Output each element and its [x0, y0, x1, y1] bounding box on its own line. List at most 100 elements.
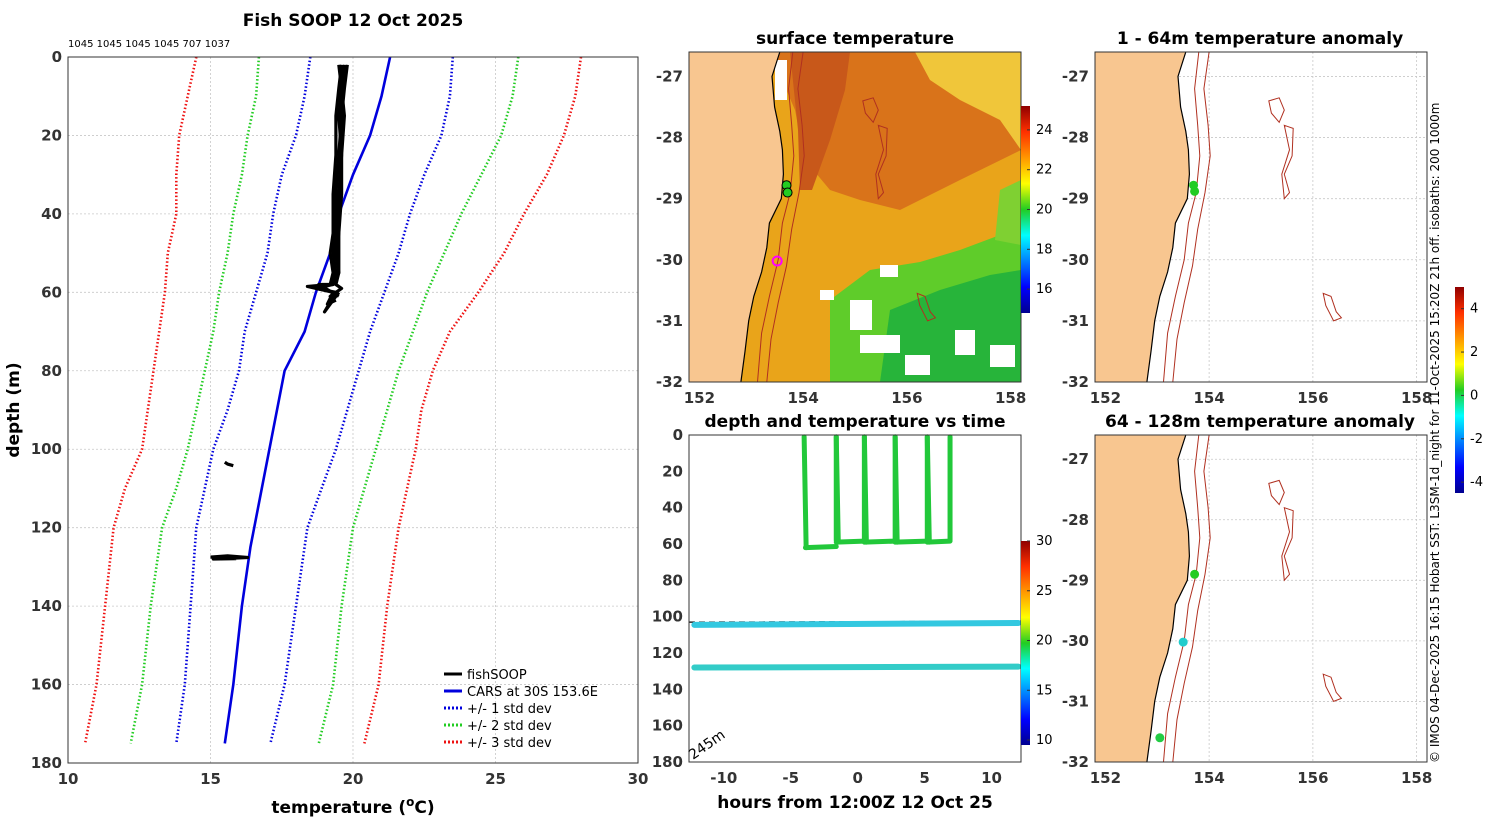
profile-x-tick-label: 20	[343, 770, 364, 788]
sst-coastline	[740, 51, 785, 383]
anom2-seamount-contour	[1268, 479, 1285, 506]
anom1-isobath-1000m	[1172, 52, 1211, 382]
sst-seamount-contour	[862, 97, 879, 124]
timeseries-axes-frame	[688, 434, 1022, 763]
anom2-station-marker	[1190, 569, 1200, 579]
sst-colorbar-tick-label: 20	[1036, 203, 1053, 218]
anom1-y-tick-label: -30	[1062, 251, 1089, 269]
sst-station-marker	[782, 187, 793, 198]
profile-series-line	[317, 64, 346, 298]
anom2-y-tick-label: -32	[1062, 753, 1089, 771]
timeseries-colorbar-ticks: 30 25 20 15 10	[1027, 534, 1053, 748]
timeseries-y-tick-label: 0	[673, 426, 683, 444]
profile-y-tick-label: 80	[41, 362, 62, 380]
anom1-x-tick-label: 152	[1090, 389, 1121, 407]
sst-y-tick-label: -31	[656, 312, 683, 330]
timeseries-y-tick-label: 180	[652, 753, 683, 771]
sst-isobath-200m	[757, 51, 795, 383]
anom1-x-tick-label: 156	[1297, 389, 1328, 407]
anomaly-colorbar-tick-label: 0	[1470, 388, 1478, 403]
timeseries-colorbar-tick-label: 25	[1036, 584, 1053, 599]
timeseries-cast-bottom	[802, 544, 839, 551]
profile-axes-frame	[67, 56, 639, 764]
sst-colorbar-tick-label: 16	[1036, 282, 1053, 297]
sst-land	[689, 51, 937, 383]
profile-legend: fishSOOP CARS at 30S 153.6E +/- 1 std de…	[444, 668, 598, 751]
sst-seamount-contour	[875, 124, 888, 200]
timeseries-y-tick-label: 160	[652, 717, 683, 735]
anom2-land-fill	[1095, 435, 1190, 762]
timeseries-y-tick-label: 20	[662, 462, 683, 480]
profile-y-tick-label: 0	[52, 48, 62, 66]
sst-ticks: 152 154 156 158 -27 -28 -29 -30 -31 -32	[656, 67, 1026, 407]
sst-y-tick-label: -28	[656, 129, 683, 147]
sst-cloud	[850, 300, 872, 330]
anom2-title: 64 - 128m temperature anomaly	[1105, 412, 1415, 432]
sst-colorbar-tick-label: 22	[1036, 163, 1053, 178]
anom1-station-marker	[1190, 186, 1200, 196]
anom1-seamount-contour	[1322, 292, 1343, 322]
timeseries-sensor-line	[691, 663, 1022, 671]
profile-series-line	[223, 56, 392, 744]
timeseries-sensor-line	[691, 620, 1022, 628]
anom2-x-tick-label: 156	[1297, 769, 1328, 787]
timeseries-cast-bottom	[861, 538, 898, 545]
anom1-seamount-contour	[1268, 97, 1285, 124]
sst-colorbar-tick-label: 18	[1036, 242, 1053, 257]
anom2-x-tick-label: 152	[1090, 769, 1121, 787]
anom1-y-tick-label: -28	[1062, 129, 1089, 147]
anom1-y-tick-label: -29	[1062, 190, 1089, 208]
anom1-x-tick-label: 154	[1193, 389, 1224, 407]
anom2-axes-frame	[1094, 434, 1428, 763]
sst-cool-core	[880, 270, 1021, 382]
anomaly-colorbar	[1455, 287, 1464, 493]
sst-y-tick-label: -32	[656, 373, 683, 391]
timeseries-colorbar-tick-label: 10	[1036, 733, 1053, 748]
timeseries-y-tick-label: 120	[652, 644, 683, 662]
sst-cloud	[775, 60, 787, 100]
profile-series-line	[129, 56, 261, 744]
anom1-y-tick-label: -32	[1062, 373, 1089, 391]
legend-item-fishsoop: fishSOOP	[467, 668, 527, 683]
profile-series-line	[317, 56, 520, 744]
anom2-x-tick-label: 158	[1401, 769, 1432, 787]
sst-y-tick-label: -27	[656, 67, 683, 85]
anom1-markers	[1189, 180, 1200, 196]
sst-x-tick-label: 158	[995, 389, 1026, 407]
profile-x-tick-label: 10	[58, 770, 79, 788]
profile-series-line	[363, 56, 583, 744]
anom2-seamount-contour	[1322, 673, 1343, 703]
anom2-markers	[1155, 569, 1200, 743]
anom1-seamount-contour	[1281, 124, 1294, 200]
legend-item-std1: +/- 1 std dev	[467, 702, 552, 717]
timeseries-cast-bottom	[892, 538, 930, 545]
anom1-y-tick-label: -27	[1062, 67, 1089, 85]
profile-y-tick-label: 160	[31, 676, 62, 694]
anom1-axes-frame	[1094, 51, 1428, 383]
sst-y-tick-label: -29	[656, 190, 683, 208]
anom2-isobath-200m	[1163, 435, 1201, 762]
profile-y-tick-label: 20	[41, 126, 62, 144]
profile-series-line	[175, 56, 312, 744]
anom2-y-tick-label: -30	[1062, 632, 1089, 650]
sst-cloud	[880, 265, 898, 277]
sst-hot-band	[790, 52, 850, 190]
anom2-isobath-1000m	[1172, 435, 1211, 762]
profile-x-tick-label: 15	[200, 770, 221, 788]
profile-series-line	[223, 460, 234, 468]
sst-cloud-gaps	[775, 60, 1015, 375]
counts-label: 1045 1045 1045 1045 707 1037	[68, 39, 230, 50]
sst-markers	[771, 180, 793, 267]
anom1-y-tick-label: -31	[1062, 312, 1089, 330]
sst-title: surface temperature	[756, 29, 954, 49]
profile-grid	[67, 56, 639, 764]
anom2-y-tick-label: -29	[1062, 571, 1089, 589]
timeseries-colorbar	[1021, 541, 1030, 745]
anom2-station-marker	[1178, 637, 1188, 647]
anomaly-colorbar-tick-label: -4	[1470, 475, 1483, 490]
timeseries-x-tick-label: 10	[981, 769, 1002, 787]
sst-isobath-1000m	[766, 51, 805, 383]
